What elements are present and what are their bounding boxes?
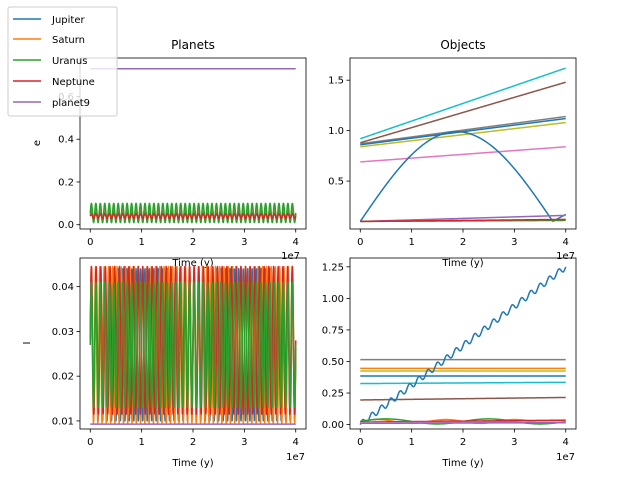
y-tick-label: 0.00 <box>322 420 344 431</box>
y-tick-label: 0.5 <box>328 177 344 188</box>
x-tick-label: 1 <box>408 237 414 248</box>
x-tick-label: 0 <box>357 437 363 448</box>
subplot-title: Objects <box>440 38 485 52</box>
series-line-uranus <box>89 202 297 224</box>
x-tick-label: 0 <box>87 237 93 248</box>
y-tick-label: 1.0 <box>328 126 344 137</box>
x-tick-label: 1 <box>408 437 414 448</box>
x-tick-label: 2 <box>190 437 196 448</box>
x-tick-label: 4 <box>293 437 299 448</box>
x-tick-label: 0 <box>357 237 363 248</box>
x-axis-label: Time (y) <box>441 458 483 469</box>
y-tick-label: 1.5 <box>328 76 344 87</box>
plot-area <box>89 265 297 425</box>
y-tick-label: 0.2 <box>58 177 74 188</box>
x-offset-text: 1e7 <box>556 251 575 262</box>
series-line-6 <box>359 130 567 222</box>
y-axis-label: I <box>22 342 33 345</box>
y-tick-label: 0.01 <box>52 416 74 427</box>
plot-area <box>359 266 567 425</box>
y-tick-label: 1.00 <box>322 294 344 305</box>
plot-area <box>359 67 567 223</box>
legend-label: planet9 <box>52 98 90 109</box>
x-tick-label: 3 <box>511 437 517 448</box>
series-line-1 <box>360 81 566 144</box>
y-tick-label: 0.75 <box>322 325 344 336</box>
x-offset-text: 1e7 <box>281 251 300 262</box>
legend-entry-neptune: Neptune <box>13 77 95 88</box>
series-line-11 <box>360 421 566 425</box>
x-tick-label: 0 <box>87 437 93 448</box>
series-line-5 <box>360 146 566 163</box>
series-line-3 <box>89 281 297 409</box>
x-tick-label: 3 <box>241 437 247 448</box>
series-line-0 <box>360 67 566 140</box>
y-tick-label: 0.0 <box>58 220 74 231</box>
legend-entry-uranus: Uranus <box>13 56 87 67</box>
x-offset-text: 1e7 <box>556 452 575 463</box>
y-tick-label: 0.03 <box>52 327 74 338</box>
subplot-objects-inclination: Time (y) 1e7 0 1 2 3 4 0.00 0.25 0.50 0.75 1.00 1.… <box>322 257 577 469</box>
y-tick-label: 0.4 <box>58 135 74 146</box>
subplot-title: Planets <box>171 38 215 52</box>
plot-area <box>89 67 297 224</box>
legend-entry-jupiter: Jupiter <box>13 15 85 26</box>
x-tick-label: 2 <box>460 437 466 448</box>
legend-entry-planet9: planet9 <box>13 98 90 109</box>
x-axis-label: Time (y) <box>171 258 213 269</box>
series-line-2 <box>360 115 566 145</box>
x-axis-label: Time (y) <box>441 258 483 269</box>
x-tick-label: 4 <box>293 237 299 248</box>
x-tick-label: 4 <box>563 437 569 448</box>
x-tick-label: 2 <box>460 237 466 248</box>
y-tick-label: 0.04 <box>52 282 74 293</box>
y-axis-label: e <box>32 140 43 146</box>
legend-label: Neptune <box>52 77 95 88</box>
legend-label: Uranus <box>52 56 87 67</box>
series-line-neptune <box>89 213 297 220</box>
x-axis-label: Time (y) <box>171 458 213 469</box>
series-line-4 <box>360 121 566 148</box>
series-line-4 <box>360 381 566 385</box>
x-tick-label: 1 <box>138 437 144 448</box>
x-offset-text: 1e7 <box>286 452 305 463</box>
y-tick-label: 0.02 <box>52 372 74 383</box>
subplot-objects-eccentricity: Objects Time (y) 1e7 0 1 2 3 4 0.5 1.0 1.5 <box>328 38 577 269</box>
y-tick-label: 0.25 <box>322 389 344 400</box>
series-line-6 <box>359 266 567 425</box>
legend-label: Jupiter <box>51 15 85 26</box>
legend: Jupiter Saturn Uranus Neptune planet9 <box>7 6 118 117</box>
series-line-9 <box>360 419 566 423</box>
legend-box <box>7 6 118 117</box>
x-tick-label: 3 <box>241 237 247 248</box>
x-tick-label: 3 <box>511 237 517 248</box>
subplot-planets-inclination: I Time (y) 1e7 0 1 2 3 4 0.01 0.02 0.03 0.04 <box>22 257 307 469</box>
y-tick-label: 0.50 <box>322 357 344 368</box>
series-line-9 <box>360 218 566 223</box>
x-tick-label: 1 <box>138 237 144 248</box>
legend-entry-saturn: Saturn <box>13 35 85 46</box>
x-tick-label: 4 <box>563 237 569 248</box>
x-tick-label: 2 <box>190 237 196 248</box>
y-tick-label: 1.25 <box>322 262 344 273</box>
series-line-5 <box>360 396 566 401</box>
legend-label: Saturn <box>52 35 85 46</box>
